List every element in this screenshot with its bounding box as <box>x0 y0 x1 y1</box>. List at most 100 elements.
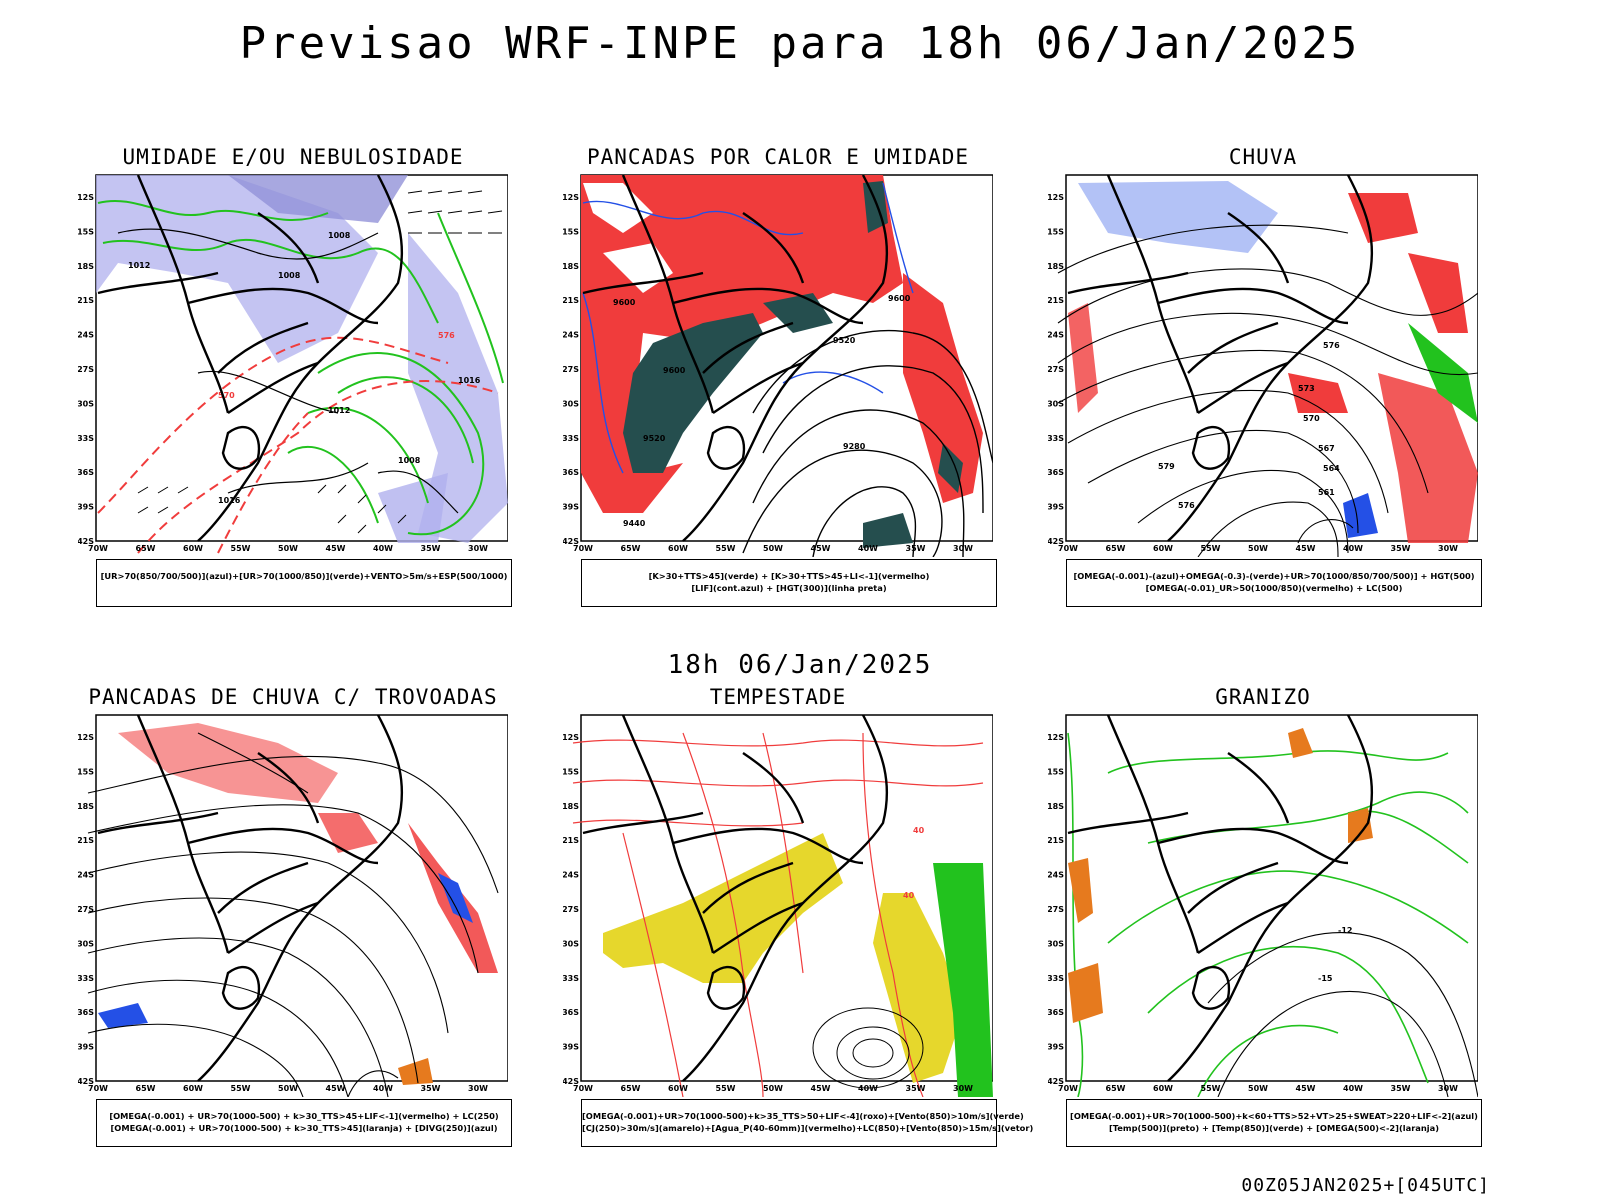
border-line <box>221 426 261 470</box>
lat-label: 15S <box>1048 227 1064 236</box>
contour-label: 9520 <box>643 434 666 443</box>
border-line <box>672 287 864 325</box>
lat-label: 39S <box>1048 503 1064 512</box>
contour-label: -12 <box>1338 926 1352 935</box>
lon-label: 50W <box>1248 544 1268 553</box>
lat-label: 33S <box>1048 974 1064 983</box>
border-line <box>227 901 319 954</box>
contour-label: 9600 <box>888 294 911 303</box>
border-line <box>1157 827 1349 865</box>
lon-label: 60W <box>183 1084 203 1093</box>
border-line <box>1167 174 1374 542</box>
lat-label: 21S <box>78 836 94 845</box>
border-line <box>257 212 320 284</box>
border-line <box>1227 752 1290 824</box>
legend-line: [OMEGA(-0.001) + UR>70(1000-500) + k>30_… <box>110 1123 498 1133</box>
legend-trovoadas: [OMEGA(-0.001) + UR>70(1000-500) + k>30_… <box>96 1099 512 1147</box>
border-line <box>621 174 715 414</box>
contour-label: 567 <box>1318 444 1335 453</box>
lat-label: 30S <box>563 399 579 408</box>
lon-label: 60W <box>183 544 203 553</box>
main-title: Previsao WRF-INPE para 18h 06/Jan/2025 <box>239 18 1361 69</box>
panel-title: CHUVA <box>1228 145 1298 169</box>
lat-label: 42S <box>78 1077 94 1086</box>
contour-label: 9440 <box>623 519 646 528</box>
contour-label: 9280 <box>843 442 866 451</box>
lon-label: 60W <box>1153 1084 1173 1093</box>
border-line <box>702 861 794 914</box>
lat-label: 15S <box>78 767 94 776</box>
border-line <box>706 966 746 1010</box>
panel-trovoadas: PANCADAS DE CHUVA C/ TROVOADAS 12S 15S 18S… <box>78 685 512 1185</box>
lat-label: 36S <box>563 468 579 477</box>
legend-line: [LIF](cont.azul) + [HGT(300)](linha pret… <box>691 583 887 593</box>
lat-label: 12S <box>78 193 94 202</box>
contour-label: 1008 <box>328 231 351 240</box>
lon-label: 55W <box>1201 1084 1221 1093</box>
lat-label: 27S <box>1048 365 1064 374</box>
lon-label: 70W <box>573 544 593 553</box>
lat-label: 39S <box>78 503 94 512</box>
border-line <box>136 714 230 954</box>
lat-label: 36S <box>78 468 94 477</box>
lon-label: 35W <box>421 544 441 553</box>
lat-label: 39S <box>563 1043 579 1052</box>
legend-pancadas-calor: [K>30+TTS>45](verde) + [K>30+TTS>45+LI<-… <box>581 559 997 607</box>
panel-title: PANCADAS POR CALOR E UMIDADE <box>586 145 969 169</box>
lat-label: 30S <box>78 939 94 948</box>
border-line <box>1067 271 1189 295</box>
lat-label: 33S <box>563 974 579 983</box>
map-pancadas-calor: 9600 9600 9520 9520 9440 9280 9600 12S 15… <box>563 174 993 557</box>
lat-label: 18S <box>563 262 579 271</box>
lat-label: 42S <box>1048 1077 1064 1086</box>
border-line <box>1191 426 1231 470</box>
lat-label: 24S <box>78 331 94 340</box>
lat-label: 27S <box>78 905 94 914</box>
lon-label: 40W <box>858 1084 878 1093</box>
lat-label: 30S <box>1048 399 1064 408</box>
lon-label: 65W <box>1106 1084 1126 1093</box>
lon-label: 60W <box>668 1084 688 1093</box>
lat-label: 21S <box>563 296 579 305</box>
border-line <box>217 321 309 374</box>
border-line <box>187 827 379 865</box>
lat-label: 21S <box>1048 296 1064 305</box>
legend-line: [OMEGA(-0.001)+UR>70(1000-500)+k<60+TTS>… <box>1070 1111 1478 1121</box>
legend-chuva: [OMEGA(-0.001)-(azul)+OMEGA(-0.3)-(verde… <box>1066 559 1482 607</box>
contour-label: 1012 <box>128 261 150 270</box>
lat-label: 21S <box>78 296 94 305</box>
contour-label: 576 <box>1178 501 1195 510</box>
lon-label: 65W <box>136 544 156 553</box>
lon-label: 60W <box>1153 544 1173 553</box>
lon-label: 50W <box>763 544 783 553</box>
border-line <box>1187 861 1279 914</box>
lon-label: 55W <box>1201 544 1221 553</box>
lon-label: 60W <box>668 544 688 553</box>
map-granizo: -12 -15 12S 15S 18S 21S 24S 27S 30S 33S 36S 39S 42… <box>1048 714 1478 1097</box>
contour-label: 1016 <box>218 496 241 505</box>
border-line <box>672 827 864 865</box>
legend-line: [OMEGA(-0.001)+UR>70(1000-500)+k>35_TTS>… <box>582 1111 1024 1121</box>
contour-label: 9520 <box>833 336 856 345</box>
border-line <box>682 174 889 542</box>
contour-label: 570 <box>1303 414 1320 423</box>
lon-label: 50W <box>763 1084 783 1093</box>
lat-label: 27S <box>78 365 94 374</box>
border-line <box>197 714 404 1082</box>
lat-label: 30S <box>78 399 94 408</box>
lon-label: 70W <box>1058 1084 1078 1093</box>
contour-label: 40 <box>903 891 915 900</box>
lon-label: 45W <box>326 1084 346 1093</box>
contour-label: 561 <box>1318 488 1335 497</box>
lon-label: 55W <box>231 1084 251 1093</box>
lat-label: 24S <box>563 871 579 880</box>
border-line <box>257 752 320 824</box>
lat-label: 36S <box>1048 1008 1064 1017</box>
lon-label: 55W <box>231 544 251 553</box>
lon-label: 55W <box>716 1084 736 1093</box>
border-line <box>97 811 219 835</box>
lon-label: 70W <box>1058 544 1078 553</box>
contour-label: 1008 <box>398 456 421 465</box>
legend-line: [OMEGA(-0.01)_UR>50(1000/850)(vermelho) … <box>1145 583 1403 593</box>
lat-label: 33S <box>78 434 94 443</box>
